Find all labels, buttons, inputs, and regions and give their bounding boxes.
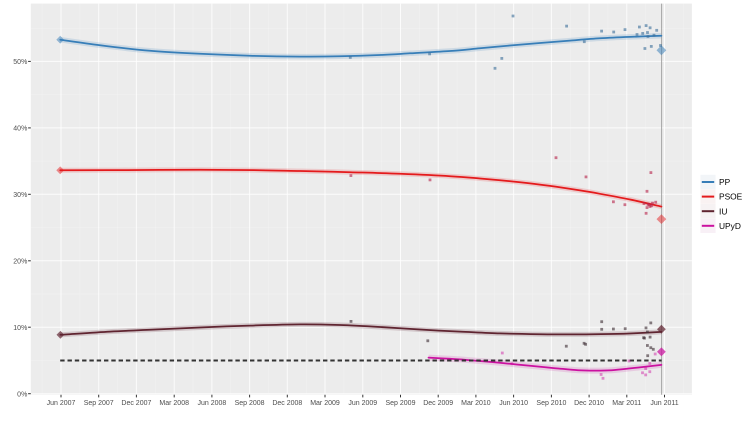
svg-text:Mar 2010: Mar 2010 — [461, 400, 491, 407]
svg-text:Dec 2010: Dec 2010 — [574, 400, 604, 407]
svg-text:0%: 0% — [17, 391, 27, 398]
svg-text:Mar 2009: Mar 2009 — [310, 400, 340, 407]
svg-text:20%: 20% — [13, 258, 27, 265]
svg-text:Dec 2009: Dec 2009 — [423, 400, 453, 407]
svg-text:30%: 30% — [13, 192, 27, 199]
svg-text:Jun 2009: Jun 2009 — [348, 400, 377, 407]
svg-text:Sep 2009: Sep 2009 — [386, 400, 416, 407]
svg-text:PP: PP — [719, 177, 731, 187]
svg-text:Sep 2008: Sep 2008 — [235, 400, 265, 407]
svg-text:10%: 10% — [13, 325, 27, 332]
svg-text:40%: 40% — [13, 126, 27, 133]
svg-text:50%: 50% — [13, 59, 27, 66]
svg-text:UPyD: UPyD — [719, 221, 741, 231]
svg-text:Mar 2008: Mar 2008 — [159, 400, 189, 407]
svg-text:Dec 2007: Dec 2007 — [121, 400, 151, 407]
svg-text:Jun 2008: Jun 2008 — [197, 400, 226, 407]
svg-text:Dec 2008: Dec 2008 — [272, 400, 302, 407]
svg-text:Mar 2011: Mar 2011 — [612, 400, 641, 407]
svg-text:Sep 2010: Sep 2010 — [536, 400, 566, 407]
svg-text:Jun 2007: Jun 2007 — [47, 400, 76, 407]
svg-text:PSOE: PSOE — [719, 192, 743, 202]
svg-text:Jun 2010: Jun 2010 — [499, 400, 528, 407]
svg-text:IU: IU — [719, 206, 727, 216]
svg-text:Jun 2011: Jun 2011 — [650, 400, 678, 407]
svg-text:Sep 2007: Sep 2007 — [84, 400, 114, 407]
